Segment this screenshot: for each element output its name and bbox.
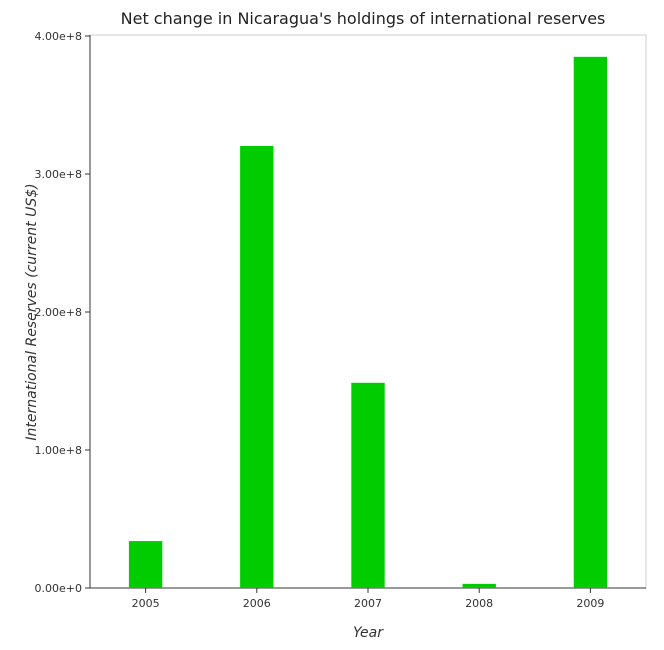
bar-2008	[462, 583, 496, 588]
y-tick-label: 3.00e+8	[35, 168, 82, 181]
bar-2007	[351, 382, 385, 588]
x-tick-label: 2006	[243, 597, 271, 610]
x-tick-label: 2009	[576, 597, 604, 610]
y-tick-label: 4.00e+8	[35, 30, 82, 43]
chart-title: Net change in Nicaragua's holdings of in…	[121, 9, 606, 28]
y-axis: 0.00e+0 1.00e+8 2.00e+8 3.00e+8 4.00e+8	[35, 30, 91, 595]
x-axis-label: Year	[353, 625, 384, 641]
bar-2005	[128, 541, 163, 588]
y-tick-label: 2.00e+8	[35, 306, 82, 319]
y-tick-label: 0.00e+0	[35, 582, 82, 595]
bars	[128, 56, 608, 588]
x-axis: 2005 2006 2007 2008 2009	[90, 587, 646, 610]
x-tick-label: 2005	[132, 597, 160, 610]
bar-2009	[573, 56, 608, 588]
x-tick-label: 2008	[465, 597, 493, 610]
x-tick-label: 2007	[354, 597, 382, 610]
y-axis-label: International Reserves (current US$)	[24, 183, 40, 440]
y-tick-label: 1.00e+8	[35, 444, 82, 457]
bar-2006	[240, 145, 274, 588]
